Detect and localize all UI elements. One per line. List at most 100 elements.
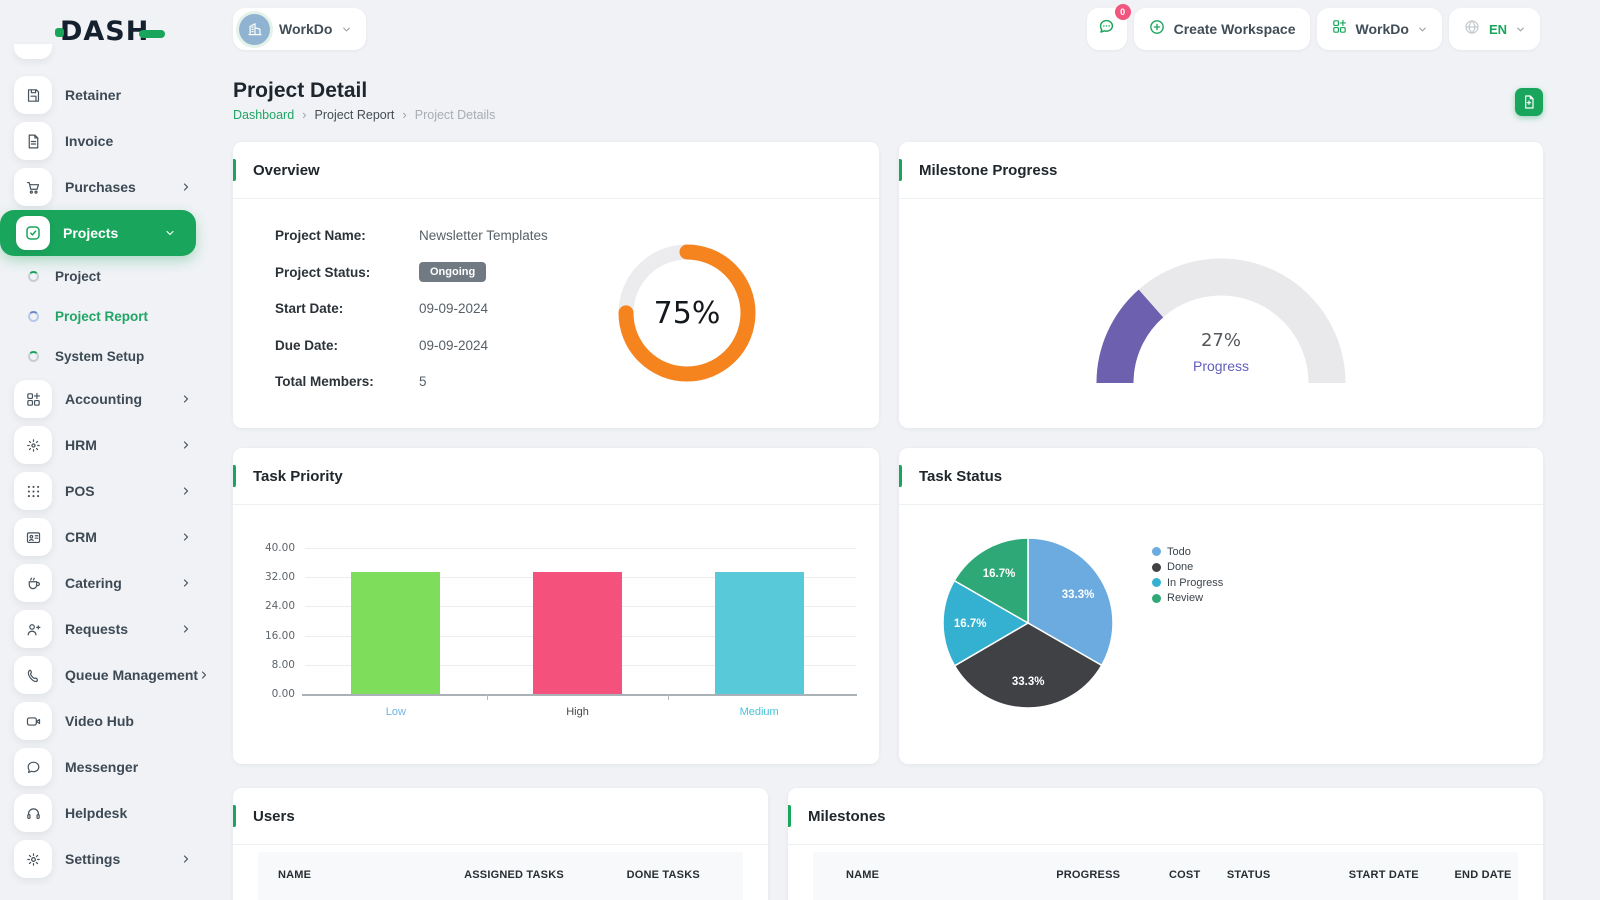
y-axis-tick-label: 40.00 bbox=[264, 542, 295, 554]
overview-card: Overview Project Name: Newsletter Templa… bbox=[233, 142, 879, 428]
y-axis-tick-label: 16.00 bbox=[264, 629, 295, 642]
overview-field: Due Date: 09-09-2024 bbox=[275, 338, 548, 375]
gear-icon bbox=[14, 840, 52, 878]
create-workspace-button[interactable]: Create Workspace bbox=[1133, 8, 1310, 50]
sidebar-item-label: Purchases bbox=[65, 179, 136, 195]
sidebar-item-pos[interactable]: POS bbox=[0, 468, 212, 514]
task-status-card: Task Status 33.3% 33.3% 16.7% 16.7% Todo Do… bbox=[899, 448, 1543, 764]
ring-icon bbox=[28, 350, 39, 362]
column-header: DONE TASKS bbox=[626, 869, 700, 881]
chevron-right-icon bbox=[180, 853, 192, 865]
sidebar-item-label: Queue Management bbox=[65, 667, 199, 683]
legend-item-todo[interactable]: Todo bbox=[1152, 544, 1223, 560]
workspace-switcher[interactable]: WorkDo bbox=[233, 8, 367, 50]
breadcrumb-separator: › bbox=[402, 107, 407, 122]
export-button[interactable] bbox=[1515, 88, 1543, 116]
column-header: ASSIGNED TASKS bbox=[464, 869, 564, 881]
sidebar-item-retainer[interactable]: Retainer bbox=[0, 72, 212, 118]
sidebar-item-requests[interactable]: Requests bbox=[0, 606, 212, 652]
id-card-icon bbox=[14, 518, 52, 556]
task-priority-card: Task Priority 40.00 32.00 24.00 16.00 8.00 0.… bbox=[233, 448, 879, 764]
x-axis-label: Medium bbox=[739, 706, 779, 718]
sidebar-item-label: Messenger bbox=[65, 759, 139, 775]
overview-field: Total Members: 5 bbox=[275, 374, 548, 411]
sidebar-item-projects[interactable]: Projects bbox=[0, 210, 196, 256]
cup-icon bbox=[14, 564, 52, 602]
milestones-table-header: NAME PROGRESS COST STATUS START DATE END DATE bbox=[813, 852, 1518, 900]
column-header: PROGRESS bbox=[1056, 869, 1121, 881]
chevron-right-icon bbox=[180, 439, 192, 451]
bar-low bbox=[351, 572, 441, 694]
pie-slice-label: 33.3% bbox=[1012, 676, 1045, 688]
workspace-name: WorkDo bbox=[279, 21, 333, 37]
chevron-down-icon bbox=[1417, 24, 1428, 35]
sidebar-item-catering[interactable]: Catering bbox=[0, 560, 212, 606]
sidebar-item-label: Invoice bbox=[65, 133, 114, 149]
cart-icon bbox=[14, 168, 52, 206]
breadcrumb-dashboard[interactable]: Dashboard bbox=[233, 107, 295, 122]
sidebar: Retainer Invoice Purchases Projects Proj… bbox=[0, 44, 212, 900]
breadcrumb-project-report[interactable]: Project Report bbox=[314, 107, 395, 122]
sidebar-item-project-report[interactable]: Project Report bbox=[0, 296, 212, 336]
dots-grid-icon bbox=[14, 472, 52, 510]
legend-label: Done bbox=[1167, 561, 1194, 574]
building-icon bbox=[239, 13, 270, 45]
ring-icon bbox=[28, 270, 39, 282]
column-header: NAME bbox=[846, 869, 880, 881]
document-icon bbox=[14, 122, 52, 160]
sidebar-partial-item bbox=[14, 44, 52, 59]
chevron-right-icon bbox=[180, 181, 192, 193]
sidebar-item-helpdesk[interactable]: Helpdesk bbox=[0, 790, 212, 836]
grid-plus-icon bbox=[14, 380, 52, 418]
sidebar-item-invoice[interactable]: Invoice bbox=[0, 118, 212, 164]
sidebar-item-accounting[interactable]: Accounting bbox=[0, 376, 212, 422]
sidebar-item-label: Video Hub bbox=[65, 713, 134, 729]
donut-value-label: 75% bbox=[653, 295, 721, 331]
x-axis-tick bbox=[486, 694, 488, 700]
overview-field: Project Name: Newsletter Templates bbox=[275, 228, 548, 265]
sidebar-item-label: CRM bbox=[65, 529, 97, 545]
sidebar-item-crm[interactable]: CRM bbox=[0, 514, 212, 560]
y-axis-tick-label: 8.00 bbox=[271, 658, 295, 671]
sidebar-item-label: Requests bbox=[65, 621, 129, 637]
language-selector[interactable]: EN bbox=[1448, 8, 1540, 50]
sidebar-item-label: HRM bbox=[65, 437, 97, 453]
legend-item-done[interactable]: Done bbox=[1152, 560, 1223, 576]
sidebar-item-label: Project Report bbox=[55, 308, 149, 324]
sidebar-item-queue-management[interactable]: Queue Management bbox=[0, 652, 212, 698]
workdo-dropdown[interactable]: WorkDo bbox=[1316, 8, 1442, 50]
column-header: START DATE bbox=[1348, 869, 1419, 881]
sidebar-item-project[interactable]: Project bbox=[0, 256, 212, 296]
field-label: Total Members: bbox=[275, 374, 374, 389]
dash-logo[interactable]: DASH bbox=[55, 16, 166, 47]
headset-icon bbox=[14, 794, 52, 832]
sidebar-item-hrm[interactable]: HRM bbox=[0, 422, 212, 468]
save-icon bbox=[14, 76, 52, 114]
users-card: Users NAME ASSIGNED TASKS DONE TASKS bbox=[233, 788, 768, 900]
chevron-down-icon bbox=[164, 227, 176, 239]
sidebar-item-video-hub[interactable]: Video Hub bbox=[0, 698, 212, 744]
field-label: Due Date: bbox=[275, 337, 339, 353]
check-square-icon bbox=[16, 216, 50, 250]
field-label: Start Date: bbox=[275, 301, 344, 316]
sidebar-item-messenger[interactable]: Messenger bbox=[0, 744, 212, 790]
x-axis-label: Low bbox=[385, 706, 406, 718]
legend-item-review[interactable]: Review bbox=[1152, 591, 1223, 607]
overview-field: Project Status: Ongoing bbox=[275, 261, 548, 302]
sidebar-item-label: System Setup bbox=[55, 348, 145, 364]
users-table-header: NAME ASSIGNED TASKS DONE TASKS bbox=[258, 852, 743, 900]
legend-item-in-progress[interactable]: In Progress bbox=[1152, 575, 1223, 591]
task-priority-card-title: Task Priority bbox=[253, 467, 343, 485]
legend-dot-icon bbox=[1152, 562, 1161, 572]
milestone-gauge-chart bbox=[1071, 236, 1371, 388]
column-header: COST bbox=[1169, 869, 1201, 881]
sidebar-item-purchases[interactable]: Purchases bbox=[0, 164, 212, 210]
messages-button[interactable]: 0 bbox=[1086, 4, 1131, 50]
legend-dot-icon bbox=[1152, 547, 1161, 557]
pie-slice-label: 16.7% bbox=[954, 618, 987, 630]
sidebar-item-label: Accounting bbox=[65, 391, 142, 407]
sidebar-item-system-setup[interactable]: System Setup bbox=[0, 336, 212, 376]
milestones-card-title: Milestones bbox=[808, 807, 886, 825]
overview-field: Start Date: 09-09-2024 bbox=[275, 301, 548, 338]
sidebar-item-settings[interactable]: Settings bbox=[0, 836, 212, 882]
